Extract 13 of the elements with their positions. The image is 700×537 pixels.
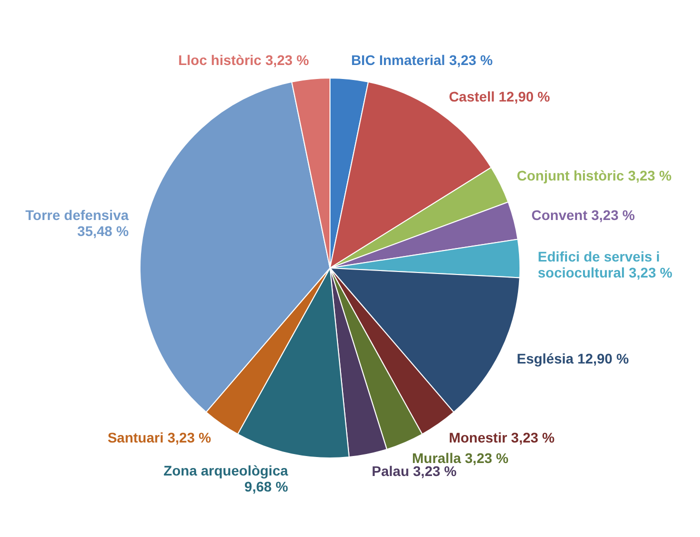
slice-label: Santuari 3,23 %: [108, 430, 212, 446]
slice-label: Conjunt històric 3,23 %: [516, 167, 672, 184]
slice-label: Església 12,90 %: [516, 350, 630, 367]
slice-label: Castell 12,90 %: [448, 88, 551, 104]
data-label: 9,68 %: [244, 478, 289, 495]
slice-label: BIC Inmaterial 3,23 %: [351, 52, 494, 68]
slice-label: Edifici de serveis i sociocultural 3,23 %: [538, 248, 673, 281]
slice-label: Monestir 3,23 %: [448, 430, 556, 446]
slice-label: Lloc històric 3,23 %: [178, 52, 310, 68]
slice-label: Convent 3,23 %: [531, 206, 636, 223]
slice-label: Zona arqueològica: [164, 462, 288, 479]
slice-label: Torre defensiva: [25, 206, 129, 223]
data-label: 35,48 %: [77, 222, 130, 239]
